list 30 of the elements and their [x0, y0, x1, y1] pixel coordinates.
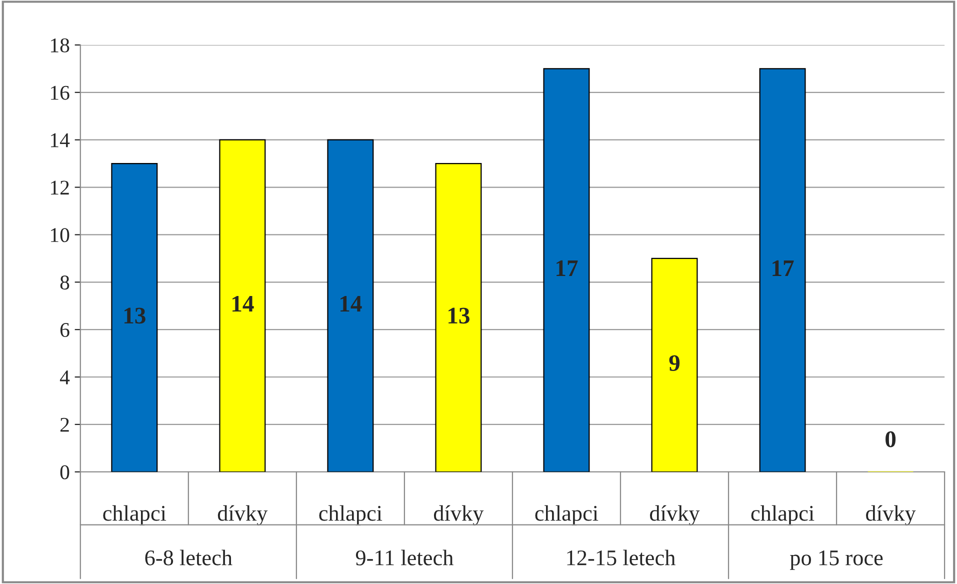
y-tick-label: 4	[60, 370, 70, 384]
data-label: 13	[448, 308, 470, 324]
x-tick-label: chlapci	[751, 505, 814, 526]
y-tick-label: 10	[50, 228, 70, 242]
x-tick-label: chlapci	[319, 505, 382, 526]
y-tick-label: 18	[50, 38, 70, 52]
x-tick-label: chlapci	[535, 505, 598, 526]
x-tick-label: dívky	[434, 505, 484, 526]
x-tick-label: chlapci	[103, 505, 166, 526]
data-label: 13	[124, 308, 146, 324]
y-tick-label: 0	[60, 465, 70, 480]
data-label: 17	[772, 260, 794, 276]
data-label: 14	[232, 296, 254, 312]
text: 6-8 letech	[145, 550, 232, 566]
y-tick-label: 8	[60, 276, 70, 290]
y-tick-label: 6	[60, 323, 70, 338]
x-tick-label: dívky	[218, 505, 268, 526]
text: 12-15 letech	[567, 550, 676, 566]
x-tick-label: dívky	[650, 505, 700, 526]
text: po 15 roce	[790, 550, 883, 570]
x-tick-label: dívky	[866, 505, 916, 526]
y-tick-label: 16	[50, 86, 70, 100]
data-label: 17	[556, 260, 578, 276]
y-tick-label: 12	[50, 180, 69, 194]
y-tick-label: 14	[50, 133, 70, 148]
data-label: 0	[886, 431, 896, 448]
data-label: 9	[669, 355, 680, 372]
y-tick-label: 2	[60, 418, 69, 432]
data-label: 14	[340, 296, 362, 312]
text: 9-11 letech	[356, 550, 454, 566]
